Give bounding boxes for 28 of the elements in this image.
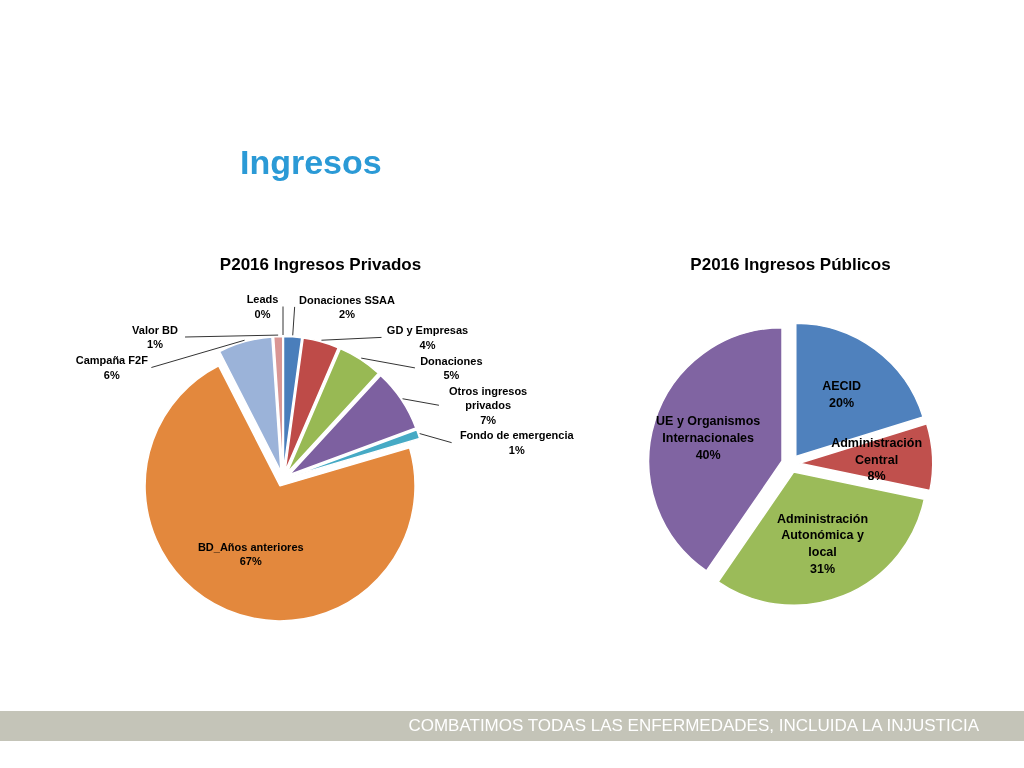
slice-label: Otros ingresos privados: [448, 384, 528, 412]
data-label: 67%: [239, 555, 262, 568]
data-label: 6%: [103, 368, 120, 381]
data-label: 5%: [443, 369, 460, 382]
slice-label: BD_Años anteriores: [197, 540, 304, 553]
data-label: 1%: [508, 443, 525, 456]
slice-label: Donaciones: [420, 354, 483, 367]
chart-title: P2016 Ingresos Privados: [219, 254, 422, 274]
data-label: 1%: [147, 338, 164, 351]
category-label: Leads: [246, 293, 279, 306]
data-label: 40%: [695, 447, 721, 462]
slice-label: Donaciones SSAA: [299, 293, 396, 306]
text: 0%: [254, 307, 271, 320]
chart-title: P2016 Ingresos Públicos: [690, 254, 891, 274]
slice-label: Valor BD: [132, 323, 179, 336]
data-label: 7%: [480, 413, 497, 426]
data-label: 2%: [339, 308, 356, 321]
data-label: 20%: [829, 395, 855, 410]
text: COMBATIMOS TODAS LAS ENFERMEDADES, INCLUIDA LA INJUSTICIA: [408, 715, 979, 737]
data-label: 31%: [810, 561, 836, 576]
slice-label: GD y Empresas: [386, 324, 469, 337]
slice-label: Campaña F2F: [75, 354, 149, 367]
text: Ingresos: [240, 142, 382, 183]
data-label: 4%: [419, 338, 436, 351]
slice-label: AECID: [822, 378, 862, 393]
slice-label: Fondo de emergencia: [459, 429, 575, 442]
slice-label: Administración Autonómica y local: [777, 511, 869, 560]
slice-label: UE y Organismos Internacionales: [656, 414, 761, 446]
